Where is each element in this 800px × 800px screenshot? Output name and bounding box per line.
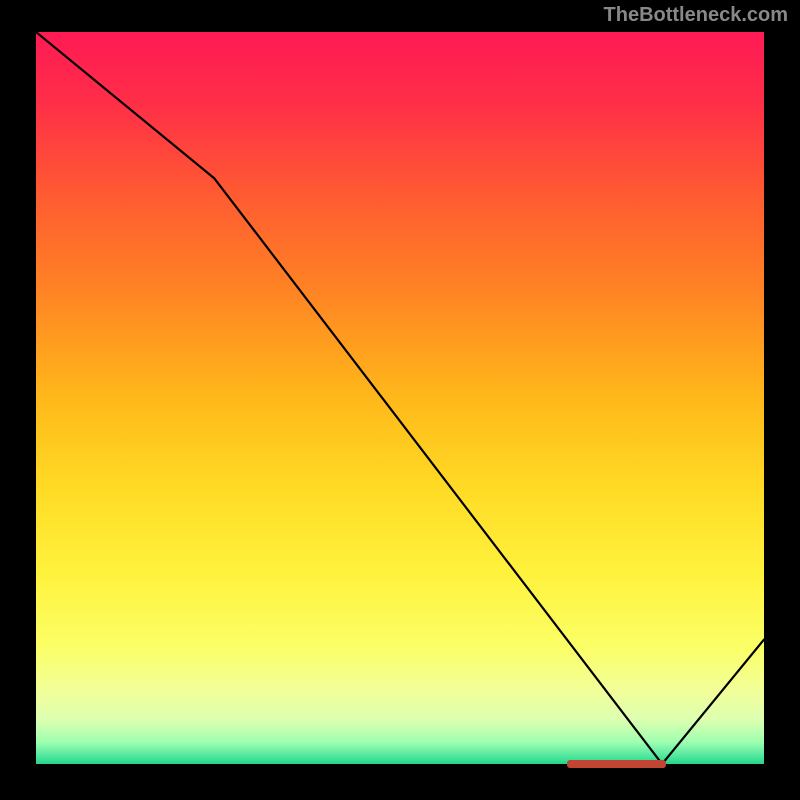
optimal-range-marker	[567, 760, 665, 768]
attribution-label: TheBottleneck.com	[604, 4, 788, 27]
line-chart-svg	[36, 32, 764, 764]
plot-area	[36, 32, 764, 764]
chart-container: TheBottleneck.com	[0, 0, 800, 800]
